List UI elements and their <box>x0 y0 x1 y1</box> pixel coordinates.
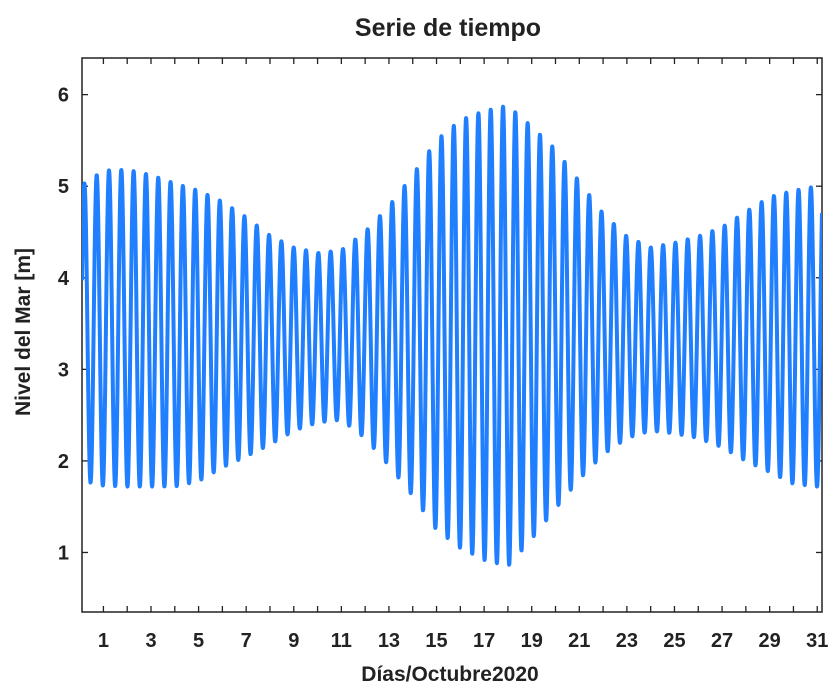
y-tick-label: 4 <box>58 268 70 290</box>
x-tick-label: 13 <box>378 630 400 652</box>
x-tick-label: 7 <box>241 630 252 652</box>
chart-title: Serie de tiempo <box>355 14 541 42</box>
y-tick-label: 3 <box>58 359 69 381</box>
y-tick-label: 1 <box>58 542 69 564</box>
x-tick-label: 1 <box>98 630 109 652</box>
x-tick-label: 21 <box>568 630 590 652</box>
x-tick-label: 29 <box>759 630 781 652</box>
x-axis-label: Días/Octubre2020 <box>361 663 538 686</box>
y-tick-label: 5 <box>58 176 69 198</box>
ticks-layer <box>82 58 822 612</box>
x-tick-label: 9 <box>288 630 299 652</box>
series-line-sea-level <box>82 104 822 567</box>
x-tick-label: 17 <box>473 630 495 652</box>
x-tick-label: 31 <box>806 630 828 652</box>
x-tick-label: 27 <box>711 630 733 652</box>
x-tick-label: 23 <box>616 630 638 652</box>
y-tick-labels: 1 2 3 4 5 6 <box>58 85 70 565</box>
x-tick-labels: 1 3 5 7 9 11 13 15 17 19 21 23 25 27 29 31 <box>98 630 829 652</box>
y-tick-label: 6 <box>58 85 69 107</box>
x-tick-label: 15 <box>425 630 447 652</box>
x-tick-label: 11 <box>331 630 352 652</box>
x-tick-label: 19 <box>521 630 543 652</box>
x-tick-label: 3 <box>145 630 156 652</box>
y-tick-label: 2 <box>58 451 69 473</box>
x-tick-label: 5 <box>193 630 204 652</box>
y-axis-label: Nivel del Mar [m] <box>12 248 35 416</box>
x-tick-label: 25 <box>663 630 685 652</box>
